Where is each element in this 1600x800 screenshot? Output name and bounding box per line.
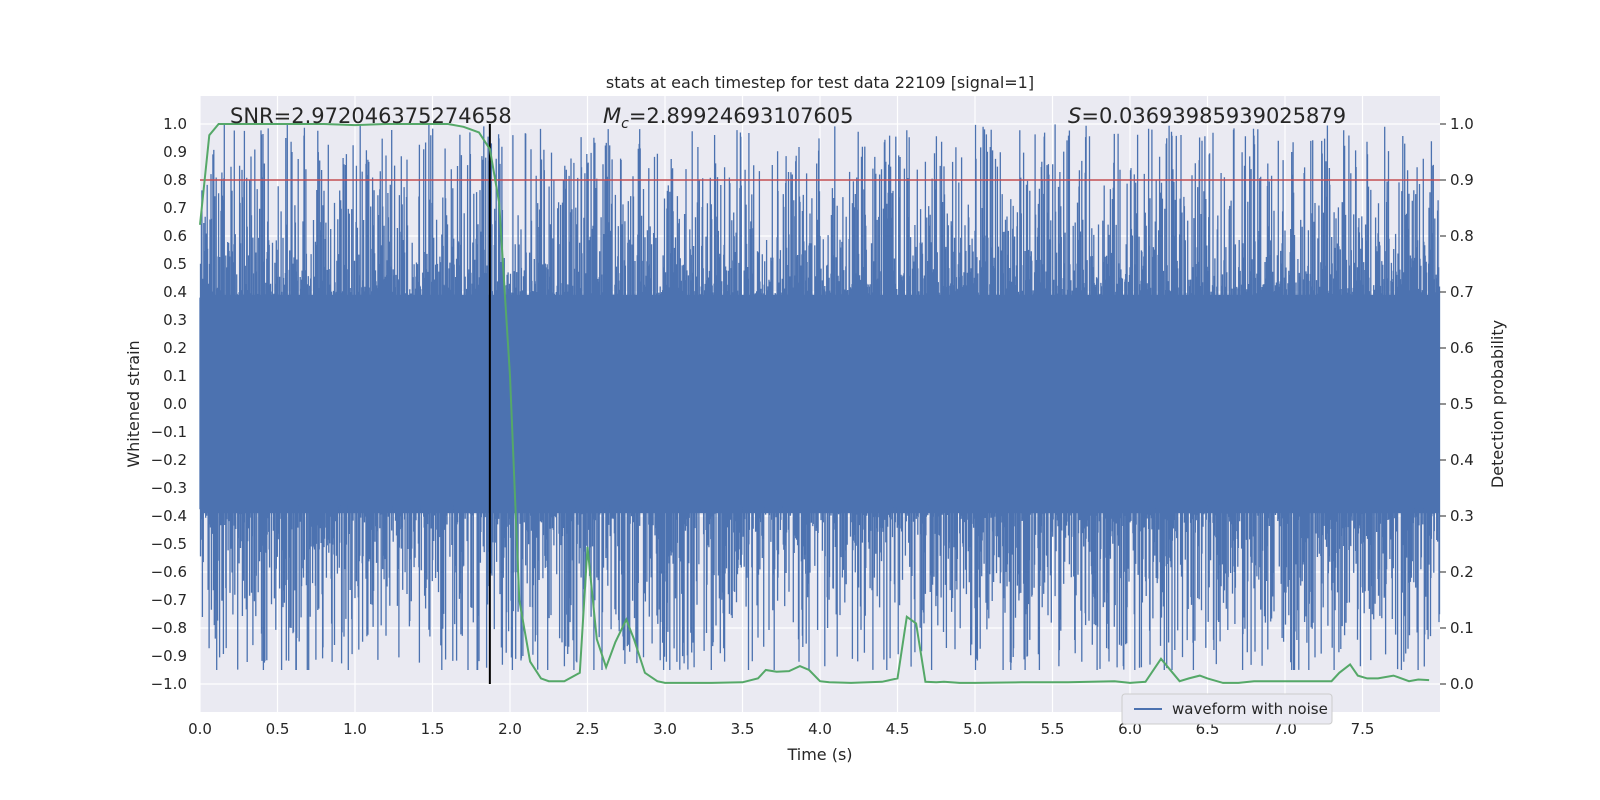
probability-line <box>199 123 1430 684</box>
y-axis-label: Whitened strain <box>124 340 143 467</box>
sensitivity-symbol: S <box>1068 104 1081 128</box>
y-tick-label: 0.1 <box>163 367 187 385</box>
sensitivity-annotation: S=0.03693985939025879 <box>1068 104 1346 128</box>
chirp-mass-annotation: Mc=2.89924693107605 <box>603 104 854 132</box>
right-y-tick-label: 0.1 <box>1450 619 1474 637</box>
probability-series <box>199 123 1430 684</box>
right-y-axis-label: Detection probability <box>1488 320 1507 488</box>
overlays <box>200 124 1440 684</box>
y-tick-label: −0.2 <box>151 451 187 469</box>
y-tick-label: −0.9 <box>151 647 187 665</box>
x-tick-label: 0.5 <box>266 720 290 738</box>
y-tick-label: −1.0 <box>151 675 187 693</box>
y-tick-label: −0.6 <box>151 563 187 581</box>
x-tick-label: 5.0 <box>963 720 987 738</box>
right-y-tick-label: 1.0 <box>1450 115 1474 133</box>
right-y-tick-label: 0.0 <box>1450 675 1474 693</box>
legend-label: waveform with noise <box>1172 700 1328 718</box>
y-tick-label: 0.2 <box>163 339 187 357</box>
y-tick-label: −0.8 <box>151 619 187 637</box>
chart-title: stats at each timestep for test data 221… <box>606 73 1034 92</box>
legend: waveform with noise <box>1121 693 1333 725</box>
right-y-tick-label: 0.6 <box>1450 339 1474 357</box>
y-tick-label: −0.3 <box>151 479 187 497</box>
y-tick-label: −0.4 <box>151 507 187 525</box>
x-tick-label: 2.5 <box>576 720 600 738</box>
right-y-tick-label: 0.7 <box>1450 283 1474 301</box>
right-y-tick-label: 0.9 <box>1450 171 1474 189</box>
y-tick-label: −0.1 <box>151 423 187 441</box>
chirp-mass-value: =2.89924693107605 <box>629 104 854 128</box>
x-tick-label: 4.0 <box>808 720 832 738</box>
y-tick-label: 0.0 <box>163 395 187 413</box>
ticks: 0.0 0.5 1.0 1.5 2.0 2.5 3.0 3.5 4.0 4.5 5.0 5.5 6.0 6… <box>151 115 1474 738</box>
y-tick-label: −0.7 <box>151 591 187 609</box>
x-tick-label: 4.5 <box>886 720 910 738</box>
x-tick-label: 1.0 <box>343 720 367 738</box>
x-tick-label: 0.0 <box>188 720 212 738</box>
waveform-series <box>199 124 1441 670</box>
legend-box <box>1121 693 1333 725</box>
y-tick-label: 0.9 <box>163 143 187 161</box>
right-y-tick-label: 0.4 <box>1450 451 1474 469</box>
y-tick-label: 0.8 <box>163 171 187 189</box>
snr-annotation: SNR=2.972046375274658 <box>230 104 512 128</box>
x-tick-label: 3.5 <box>731 720 755 738</box>
x-axis-label: Time (s) <box>786 745 852 764</box>
right-y-tick-label: 0.3 <box>1450 507 1474 525</box>
chirp-mass-symbol: M <box>603 104 621 128</box>
y-tick-label: −0.5 <box>151 535 187 553</box>
right-y-tick-label: 0.8 <box>1450 227 1474 245</box>
right-y-tick-label: 0.2 <box>1450 563 1474 581</box>
y-tick-label: 0.3 <box>163 311 187 329</box>
waveform-line <box>199 124 1441 670</box>
x-tick-label: 5.5 <box>1041 720 1065 738</box>
chirp-mass-subscript: c <box>621 116 629 132</box>
y-tick-label: 0.4 <box>163 283 187 301</box>
x-tick-label: 1.5 <box>421 720 445 738</box>
x-tick-label: 7.5 <box>1351 720 1375 738</box>
y-tick-label: 0.6 <box>163 227 187 245</box>
x-tick-label: 3.0 <box>653 720 677 738</box>
y-tick-label: 1.0 <box>163 115 187 133</box>
y-tick-label: 0.7 <box>163 199 187 217</box>
y-tick-label: 0.5 <box>163 255 187 273</box>
sensitivity-value: =0.03693985939025879 <box>1081 104 1346 128</box>
x-tick-label: 2.0 <box>498 720 522 738</box>
right-y-tick-label: 0.5 <box>1450 395 1474 413</box>
